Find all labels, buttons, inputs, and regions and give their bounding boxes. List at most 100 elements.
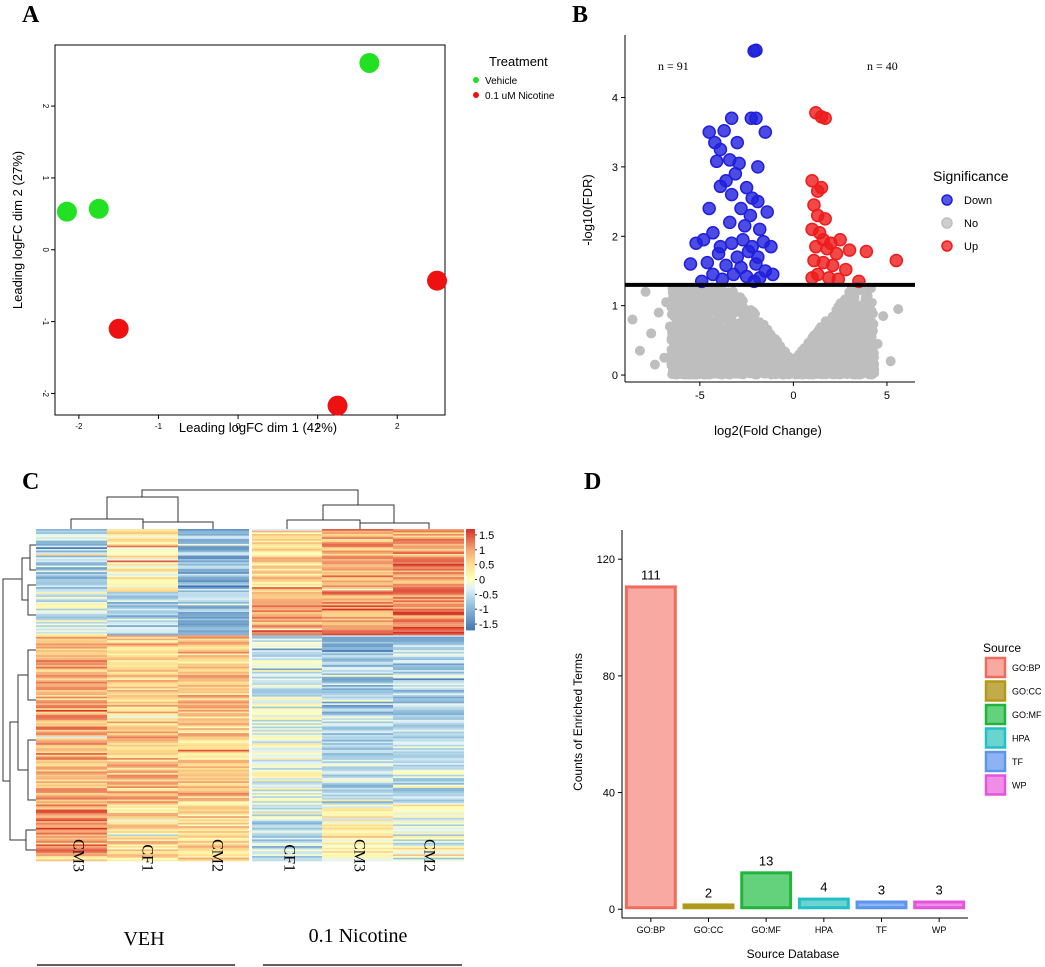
heatmap-cell (36, 839, 107, 842)
heatmap-cell (36, 598, 107, 601)
heatmap-cell (393, 763, 464, 766)
heatmap-cell (178, 658, 249, 661)
volcano-legend-label-down: Down (964, 195, 992, 207)
heatmap-cell (36, 570, 107, 573)
heatmap-colorbar-segment (466, 537, 475, 540)
volcano-point-up (818, 212, 832, 226)
heatmap-cell (322, 761, 393, 764)
volcano-point-ns (640, 286, 651, 297)
heatmap-cell (393, 791, 464, 794)
heatmap-cell (252, 816, 323, 819)
heatmap-cell (252, 776, 323, 779)
heatmap-cell (322, 758, 393, 761)
heatmap-cell (393, 585, 464, 588)
heatmap-cell (252, 812, 323, 815)
volcano-point-down (766, 267, 780, 282)
heatmap-cell (36, 836, 107, 839)
heatmap-cell (393, 550, 464, 553)
heatmap-cell (252, 826, 323, 829)
heatmap-cell (178, 857, 249, 860)
mds-legend-label-nicotine: 0.1 uM Nicotine (485, 91, 555, 102)
heatmap-cell (322, 723, 393, 726)
heatmap-colorbar-segment (466, 627, 475, 631)
heatmap-cell (393, 733, 464, 736)
heatmap-cell (252, 706, 323, 709)
volcano-point-ns (838, 303, 848, 313)
heatmap-cell (393, 854, 464, 857)
heatmap-cell (36, 668, 107, 671)
heatmap-cell (107, 693, 178, 696)
heatmap-cell (36, 806, 107, 809)
heatmap-cell (178, 769, 249, 772)
heatmap-cell (178, 748, 249, 751)
heatmap-col-label-5: CM3 (350, 839, 367, 872)
heatmap-cell (36, 686, 107, 689)
heatmap-cell (36, 696, 107, 699)
heatmap-cell (107, 668, 178, 671)
heatmap-cell (36, 625, 107, 628)
heatmap-cell (252, 628, 323, 631)
heatmap-cell (393, 852, 464, 855)
volcano-point-ns (893, 304, 904, 315)
heatmap-cell (178, 688, 249, 691)
heatmap-cell (393, 643, 464, 646)
heatmap-cell (322, 847, 393, 850)
heatmap-cell (393, 680, 464, 683)
heatmap-cell (36, 797, 107, 800)
heatmap-cell (107, 565, 178, 568)
heatmap-cell (178, 602, 249, 605)
heatmap-cell (322, 704, 393, 707)
heatmap-cell (252, 656, 323, 659)
heatmap-cell (178, 804, 249, 807)
volcano-point-ns (646, 328, 657, 339)
heatmap-cell (252, 769, 323, 772)
heatmap-cell (107, 623, 178, 626)
heatmap-cell (107, 548, 178, 551)
heatmap-cell (178, 553, 249, 556)
heatmap-cell (393, 746, 464, 749)
heatmap-cell (178, 630, 249, 633)
heatmap-cell (178, 791, 249, 794)
heatmap-cell (252, 681, 323, 684)
volcano-point-up (889, 253, 904, 268)
heatmap-cell (252, 695, 323, 698)
heatmap-col-label-3: CM2 (208, 839, 225, 872)
heatmap-cell (178, 633, 249, 636)
heatmap-cell (178, 846, 249, 849)
heatmap-cell (36, 666, 107, 669)
heatmap-cell (107, 826, 178, 829)
volcano-point-ns (664, 321, 675, 332)
volcano-count-up: n = 40 (867, 59, 898, 73)
heatmap-cell (36, 688, 107, 691)
heatmap-cell (252, 809, 323, 812)
heatmap-colorbar-segment (466, 617, 475, 621)
heatmap-cell (322, 592, 393, 595)
heatmap-cell (107, 701, 178, 704)
heatmap-cell (393, 751, 464, 754)
heatmap-cell (322, 706, 393, 709)
heatmap-cell (36, 567, 107, 570)
heatmap-cell (393, 653, 464, 656)
heatmap-cell (252, 636, 323, 639)
heatmap-cell (36, 851, 107, 854)
heatmap-cell (36, 693, 107, 696)
volcano-y-tick-label: 1 (612, 301, 618, 313)
bar-x-tick-label: GO:CC (694, 925, 724, 935)
heatmap-cell (178, 640, 249, 643)
heatmap-cell (178, 595, 249, 598)
heatmap-cell (178, 821, 249, 824)
heatmap-colorbar-segment (466, 573, 475, 576)
heatmap-cell (107, 809, 178, 812)
heatmap-cell (107, 819, 178, 822)
volcano-point-ns (854, 342, 864, 352)
bar-legend-label: WP (1012, 781, 1027, 791)
heatmap-cell (322, 806, 393, 809)
heatmap-colorbar-segment (466, 579, 475, 582)
heatmap-cell (393, 650, 464, 653)
heatmap-cell (178, 836, 249, 839)
heatmap-cell (107, 851, 178, 854)
heatmap-cell (36, 854, 107, 857)
volcano-x-tick-label: -5 (695, 390, 705, 402)
heatmap-cell (393, 768, 464, 771)
heatmap-cell (178, 665, 249, 668)
